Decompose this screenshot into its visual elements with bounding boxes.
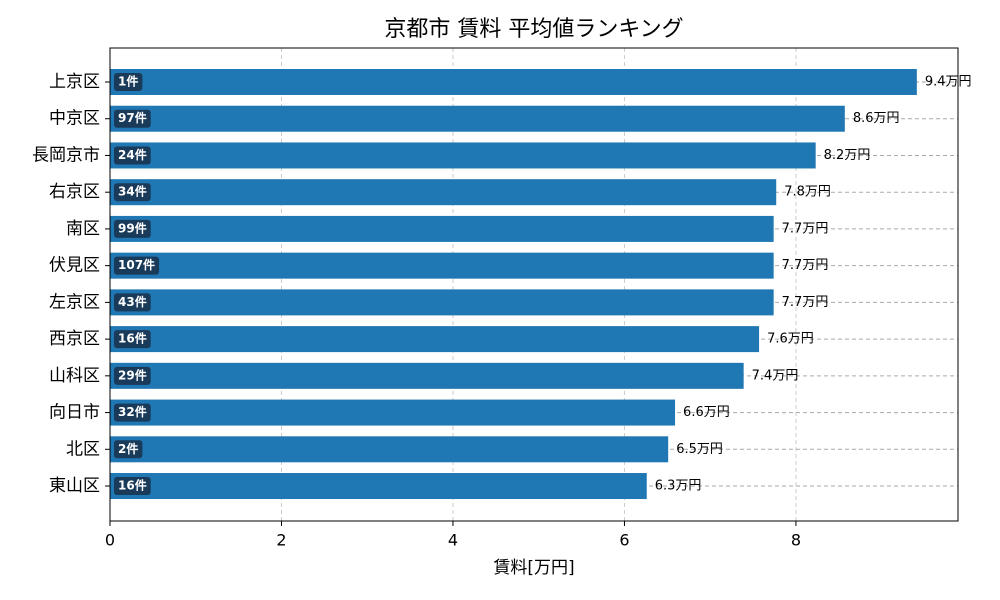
count-label: 32件 bbox=[118, 404, 147, 419]
y-tick-label: 長岡京市 bbox=[32, 145, 100, 165]
count-label: 107件 bbox=[118, 257, 155, 272]
count-label: 16件 bbox=[118, 331, 147, 346]
bar bbox=[110, 179, 777, 206]
count-label: 99件 bbox=[118, 220, 147, 235]
value-label: 7.7万円 bbox=[782, 295, 829, 310]
value-label: 6.6万円 bbox=[683, 405, 730, 420]
count-badge bbox=[114, 403, 151, 422]
x-axis-label: 賃料[万円] bbox=[493, 558, 574, 578]
count-label: 2件 bbox=[118, 441, 138, 456]
value-label: 6.3万円 bbox=[655, 479, 702, 494]
x-tick-label: 0 bbox=[105, 531, 115, 550]
value-label: 7.4万円 bbox=[752, 368, 799, 383]
count-label: 24件 bbox=[118, 147, 147, 162]
count-label: 97件 bbox=[118, 110, 147, 125]
y-tick-label: 左京区 bbox=[49, 292, 100, 312]
count-label: 1件 bbox=[118, 74, 138, 89]
y-tick-label: 西京区 bbox=[49, 329, 100, 349]
count-badge bbox=[114, 109, 151, 128]
bar bbox=[110, 326, 760, 353]
bar bbox=[110, 252, 774, 279]
x-tick-label: 8 bbox=[791, 531, 801, 550]
y-tick-label: 右京区 bbox=[49, 182, 100, 202]
count-label: 43件 bbox=[118, 294, 147, 309]
y-tick-label: 中京区 bbox=[49, 109, 100, 129]
x-tick-label: 6 bbox=[619, 531, 629, 550]
count-badge bbox=[114, 440, 143, 459]
count-badge bbox=[114, 146, 151, 165]
y-tick-label: 山科区 bbox=[49, 366, 100, 386]
count-badge bbox=[114, 330, 151, 349]
value-label: 8.6万円 bbox=[853, 111, 900, 126]
bar bbox=[110, 436, 669, 463]
chart-title: 京都市 賃料 平均値ランキング bbox=[384, 17, 683, 42]
bar bbox=[110, 142, 816, 169]
value-label: 7.6万円 bbox=[767, 332, 814, 347]
count-badge bbox=[114, 477, 151, 496]
bar bbox=[110, 215, 774, 242]
bar bbox=[110, 362, 744, 389]
value-label: 9.4万円 bbox=[925, 75, 972, 90]
y-tick-label: 東山区 bbox=[49, 476, 100, 496]
count-badge bbox=[114, 366, 151, 385]
bar bbox=[110, 69, 917, 95]
y-tick-label: 上京区 bbox=[49, 72, 100, 92]
bar bbox=[110, 105, 845, 132]
value-label: 8.2万円 bbox=[824, 148, 871, 163]
count-badge bbox=[114, 256, 160, 275]
y-tick-label: 向日市 bbox=[49, 403, 100, 423]
bar bbox=[110, 289, 774, 316]
x-tick-label: 2 bbox=[276, 531, 286, 550]
count-badge bbox=[114, 73, 143, 91]
bar bbox=[110, 399, 676, 426]
x-tick-label: 4 bbox=[448, 531, 458, 550]
count-badge bbox=[114, 293, 151, 312]
value-label: 7.8万円 bbox=[784, 185, 831, 200]
y-tick-label: 南区 bbox=[66, 219, 100, 239]
y-tick-label: 北区 bbox=[66, 439, 100, 459]
count-badge bbox=[114, 219, 151, 238]
count-label: 34件 bbox=[118, 184, 147, 199]
count-label: 16件 bbox=[118, 478, 147, 493]
count-label: 29件 bbox=[118, 367, 147, 382]
value-label: 7.7万円 bbox=[782, 221, 829, 236]
value-label: 6.5万円 bbox=[676, 442, 723, 457]
plot-frame bbox=[109, 47, 959, 522]
count-badge bbox=[114, 183, 151, 202]
bar bbox=[110, 473, 647, 500]
y-tick-label: 伏見区 bbox=[49, 256, 100, 276]
value-label: 7.7万円 bbox=[782, 258, 829, 273]
